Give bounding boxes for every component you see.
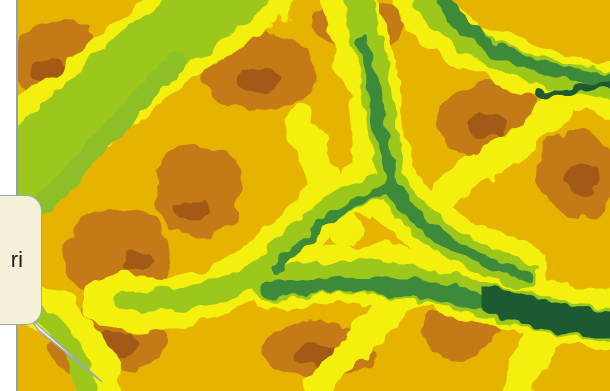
callout-text: ri [10,247,23,272]
elevation-raster [18,0,610,391]
callout-bubble: ri [0,195,42,325]
elevation-map[interactable] [16,0,610,391]
low-river [474,80,610,340]
